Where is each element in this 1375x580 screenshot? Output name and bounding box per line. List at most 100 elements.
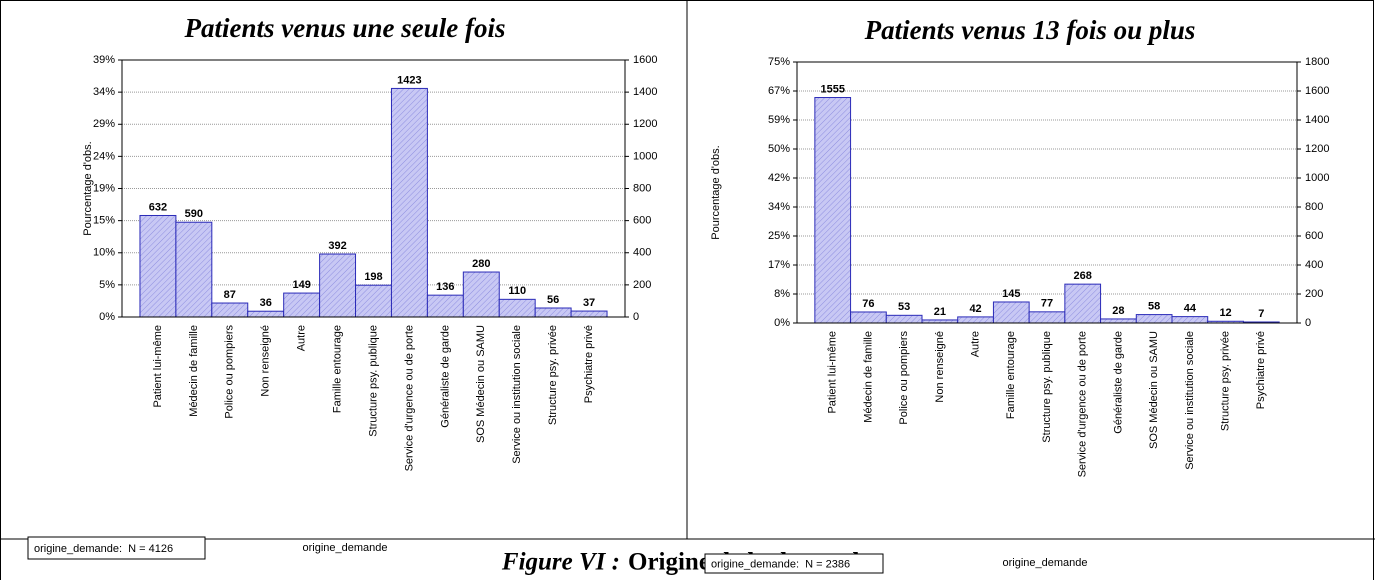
value-label: 1555 <box>820 83 844 95</box>
y2-tick-label: 0 <box>633 311 639 323</box>
value-label: 77 <box>1041 298 1053 310</box>
y-tick-label: 19% <box>93 182 115 194</box>
y-tick-label: 42% <box>768 172 790 184</box>
x-tick-label: SOS Médecin ou SAMU <box>1148 331 1160 449</box>
x-tick-label: Service ou institution sociale <box>511 325 523 464</box>
value-label: 42 <box>969 303 981 315</box>
x-tick-label: Patient lui-même <box>152 325 164 408</box>
value-label: 44 <box>1184 303 1197 315</box>
y-tick-label: 39% <box>93 54 115 66</box>
y2-tick-label: 600 <box>633 215 651 227</box>
value-label: 7 <box>1258 308 1264 320</box>
x-tick-label: Service d'urgence ou de porte <box>403 325 415 471</box>
bar <box>355 284 392 318</box>
y-tick-label: 25% <box>768 230 790 242</box>
bar <box>570 310 608 318</box>
y-tick-label: 29% <box>93 118 115 130</box>
bar <box>247 310 285 318</box>
caption-label: Figure VI : <box>501 549 620 576</box>
bar <box>885 314 923 324</box>
x-tick-label: Police ou pompiers <box>224 325 236 419</box>
x-tick-label: Service d'urgence ou de porte <box>1077 331 1089 477</box>
bar <box>1135 314 1173 324</box>
bar <box>992 301 1030 324</box>
y2-tick-label: 200 <box>1305 288 1323 300</box>
value-label: 145 <box>1002 288 1020 300</box>
bar <box>319 253 357 318</box>
x-tick-label: Famille entourage <box>331 325 343 413</box>
y-tick-label: 5% <box>99 279 115 291</box>
bar <box>390 87 428 318</box>
y-tick-label: 67% <box>768 85 790 97</box>
y-tick-label: 0% <box>99 311 115 323</box>
y2-tick-label: 1200 <box>1305 143 1329 155</box>
y2-tick-label: 1000 <box>633 150 657 162</box>
value-label: 56 <box>547 294 559 306</box>
y-tick-label: 8% <box>774 288 790 300</box>
x-tick-label: Service ou institution sociale <box>1184 331 1196 470</box>
chart-title: Patients venus 13 fois ou plus <box>864 15 1196 45</box>
x-tick-label: Non renseigné <box>260 325 272 397</box>
x-axis-label: origine_demande <box>302 542 387 554</box>
x-tick-label: Non renseigné <box>934 331 946 403</box>
bar <box>211 302 249 318</box>
x-axis-label: origine_demande <box>1002 557 1087 569</box>
value-label: 21 <box>934 306 946 318</box>
y2-tick-label: 400 <box>633 247 651 259</box>
value-label: 87 <box>224 289 236 301</box>
y2-tick-label: 400 <box>1305 259 1323 271</box>
value-label: 12 <box>1219 307 1231 319</box>
y-tick-label: 17% <box>768 259 790 271</box>
value-label: 58 <box>1148 300 1160 312</box>
value-label: 149 <box>292 279 310 291</box>
y-axis-label: Pourcentage d'obs. <box>710 145 722 239</box>
annotation-box <box>27 536 206 560</box>
x-tick-label: Structure psy. privée <box>547 325 559 425</box>
x-tick-label: Généraliste de garde <box>439 325 451 428</box>
bar <box>534 307 572 318</box>
y-tick-label: 15% <box>93 215 115 227</box>
x-tick-label: Autre <box>969 331 981 357</box>
value-label: 53 <box>898 301 910 313</box>
bar <box>1028 311 1066 324</box>
y2-tick-label: 1800 <box>1305 56 1329 68</box>
x-tick-label: Structure psy. publique <box>1041 331 1053 443</box>
y2-tick-label: 1000 <box>1305 172 1329 184</box>
bar <box>498 298 536 318</box>
y-tick-label: 59% <box>768 114 790 126</box>
plot-frame <box>796 61 1298 324</box>
y2-tick-label: 800 <box>1305 201 1323 213</box>
bar <box>850 311 887 324</box>
y2-tick-label: 1600 <box>633 54 657 66</box>
bar <box>139 214 177 318</box>
bar <box>814 97 852 324</box>
y2-tick-label: 600 <box>1305 230 1323 242</box>
y2-tick-label: 1600 <box>1305 85 1329 97</box>
value-label: 632 <box>149 201 167 213</box>
x-tick-label: Médecin de famille <box>188 325 200 417</box>
x-tick-label: Famille entourage <box>1005 331 1017 419</box>
y2-tick-label: 0 <box>1305 317 1311 329</box>
value-label: 76 <box>862 298 874 310</box>
y-tick-label: 0% <box>774 317 790 329</box>
bar <box>283 292 321 318</box>
y-tick-label: 34% <box>768 201 790 213</box>
y-axis-label: Pourcentage d'obs. <box>82 141 94 235</box>
value-label: 590 <box>185 208 203 220</box>
x-tick-label: Médecin de famille <box>862 331 874 423</box>
y-tick-label: 75% <box>768 56 790 68</box>
chart-title: Patients venus une seule fois <box>183 13 505 43</box>
y2-tick-label: 800 <box>633 182 651 194</box>
value-label: 392 <box>328 240 346 252</box>
annotation-box <box>704 553 884 574</box>
value-label: 110 <box>508 285 526 297</box>
bar <box>462 271 500 318</box>
plot-frame <box>121 59 626 318</box>
x-tick-label: SOS Médecin ou SAMU <box>475 325 487 443</box>
bar <box>957 316 994 324</box>
bar <box>1100 318 1137 324</box>
y2-tick-label: 1400 <box>1305 114 1329 126</box>
bar <box>1064 283 1102 324</box>
x-tick-label: Psychiatre privé <box>583 325 595 403</box>
